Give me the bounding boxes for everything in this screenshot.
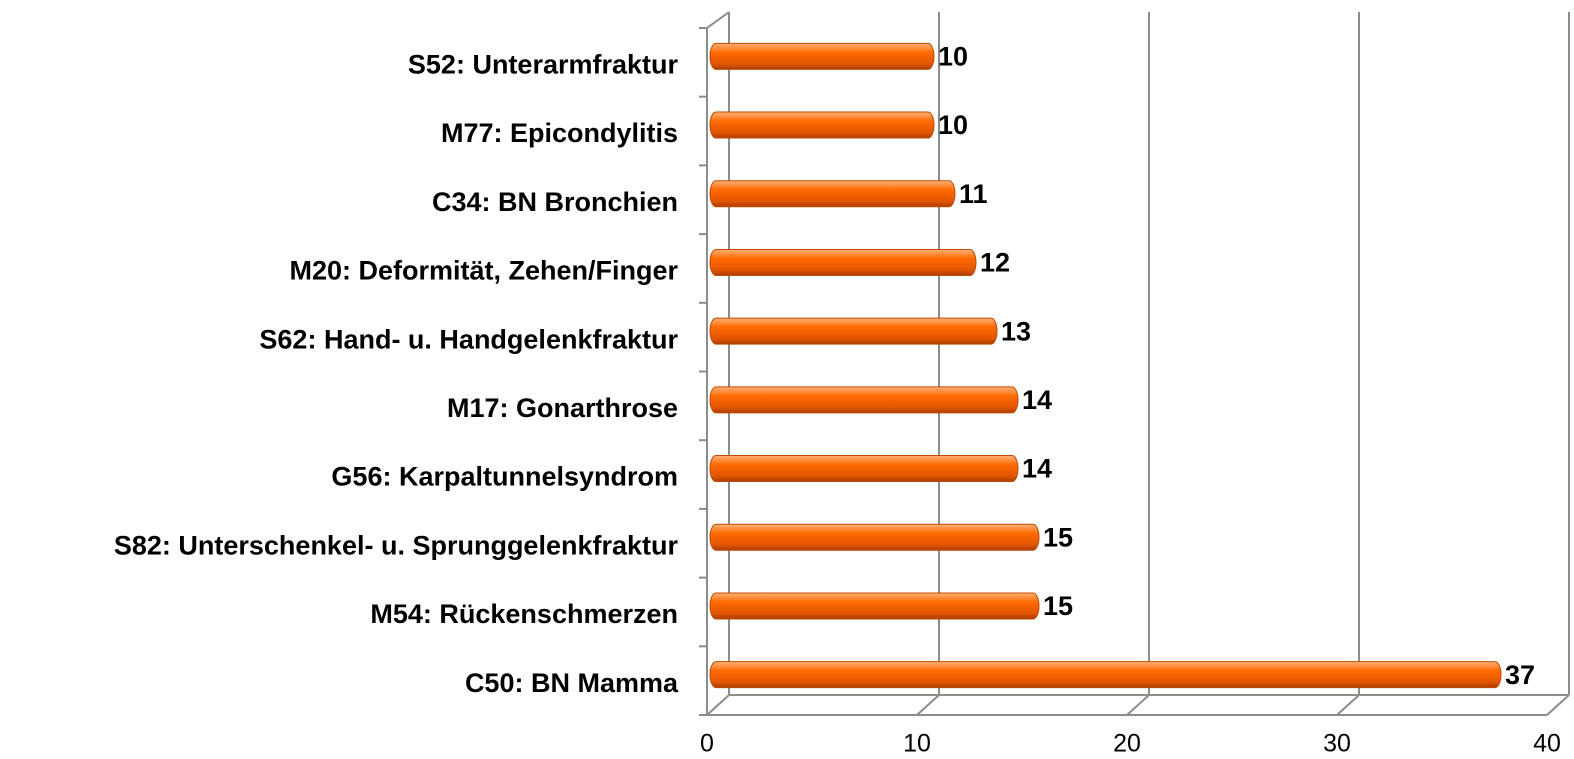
value-label: 14	[1022, 454, 1052, 484]
y-tick-label: C34: BN Bronchien	[432, 187, 678, 217]
value-label: 10	[938, 110, 968, 140]
bar	[709, 180, 956, 208]
bar	[709, 661, 1502, 689]
wall-top	[706, 11, 730, 29]
value-label: 11	[959, 179, 988, 209]
y-tick-label: S62: Hand- u. Handgelenkfraktur	[259, 324, 678, 354]
value-label: 37	[1505, 660, 1535, 690]
x-tick-label: 10	[903, 730, 931, 758]
y-tick-label: G56: Karpaltunnelsyndrom	[331, 462, 678, 492]
bar	[709, 248, 977, 276]
bar	[709, 455, 1019, 483]
bar	[709, 523, 1040, 551]
value-label: 15	[1043, 591, 1073, 621]
value-label: 15	[1043, 522, 1073, 552]
value-label: 14	[1022, 385, 1052, 415]
tick-depth	[1336, 694, 1360, 716]
tick-depth	[706, 694, 730, 716]
bar	[709, 111, 935, 139]
bar	[709, 42, 935, 70]
bar	[709, 317, 998, 345]
y-tick-label: S82: Unterschenkel- u. Sprunggelenkfrakt…	[114, 530, 679, 560]
y-tick-label: C50: BN Mamma	[465, 668, 679, 698]
x-tick-label: 0	[700, 730, 714, 758]
value-label: 10	[938, 41, 968, 71]
y-tick-label: M20: Deformität, Zehen/Finger	[289, 256, 678, 286]
y-tick-label: M77: Epicondylitis	[441, 118, 678, 148]
x-tick-label: 30	[1323, 730, 1351, 758]
y-tick-label: S52: Unterarmfraktur	[408, 49, 679, 79]
bar	[709, 386, 1019, 414]
value-label: 13	[1001, 316, 1031, 346]
tick-depth	[1546, 694, 1570, 716]
y-tick-label: M17: Gonarthrose	[447, 393, 678, 423]
value-label: 12	[980, 248, 1010, 278]
tick-depth	[916, 694, 940, 716]
x-tick-label: 20	[1113, 730, 1141, 758]
bar	[709, 592, 1040, 620]
y-tick-label: M54: Rückenschmerzen	[370, 599, 678, 629]
x-tick-label: 40	[1533, 730, 1561, 758]
tick-depth	[1126, 694, 1150, 716]
